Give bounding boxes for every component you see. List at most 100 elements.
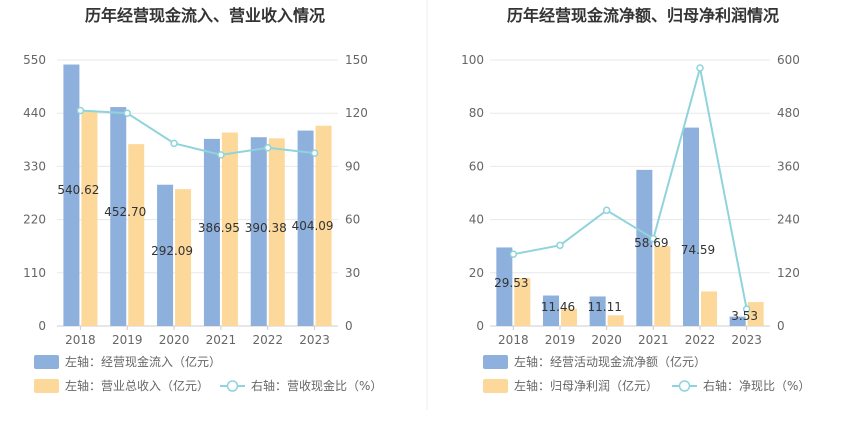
chart2-right-tick-label: 120 [777,266,800,280]
chart1-data-label: 452.70 [104,205,146,219]
chart1-ratio-point [76,106,85,115]
chart1-title: 历年经营现金流入、营业收入情况 [85,6,325,25]
chart2-right-tick-label: 480 [777,106,800,120]
chart2-x-tick-label: 2018 [498,333,529,347]
chart2-bar-secondary [654,246,671,326]
chart1-bar-primary [297,130,314,326]
chart1-right-tick-label: 90 [345,159,360,173]
chart2-data-label: 29.53 [494,276,528,290]
chart2-ratio-point [696,64,704,72]
chart2-x-tick-label: 2020 [591,333,622,347]
chart1-ratio-point [217,151,225,159]
chart2-ratio-point [742,305,751,313]
chart2-legend-swatch [483,355,508,369]
chart2-x-tick-label: 2022 [685,333,716,347]
chart2-left-tick-label: 0 [476,319,484,333]
chart2-left-tick-label: 100 [461,53,484,67]
chart2-left-tick-label: 40 [469,213,484,227]
chart1-bar-secondary [128,144,145,326]
chart2-ratio-point [649,234,658,243]
chart2-left-tick-label: 80 [469,106,484,120]
chart2-data-label: 74.59 [681,243,715,257]
chart1-left-tick-label: 0 [38,319,46,333]
chart1-ratio-point [310,149,319,157]
chart1-ratio-point [264,144,272,152]
chart2-data-label: 58.69 [634,236,668,250]
chart2-title: 历年经营现金流净额、归母净利润情况 [507,6,779,25]
chart2-ratio-line [513,67,748,310]
chart2-bar-primary [589,296,606,326]
chart2-right-tick-label: 360 [777,159,800,173]
chart1-left-tick-label: 550 [23,53,46,67]
chart1-bar-primary [203,138,220,326]
chart2-bar-secondary [701,291,717,326]
chart1-x-tick-label: 2018 [65,333,96,347]
chart1-bar-secondary [81,110,98,326]
chart1-legend-label: 左轴：营业总收入（亿元） [65,378,209,393]
chart2-legend-swatch [483,379,508,393]
chart2-x-tick-label: 2019 [545,333,576,347]
chart2-ratio-point [556,241,564,250]
chart1-left-tick-label: 110 [23,266,46,280]
chart2-legend-marker [678,380,691,392]
chart1-bar-secondary [221,132,238,326]
chart1-right-tick-label: 60 [345,213,360,227]
chart1-legend-marker [226,380,239,392]
chart2-bar-primary [683,127,699,326]
chart1-right-tick-label: 150 [345,53,368,67]
chart1-x-tick-label: 2020 [159,333,190,347]
chart1-data-label: 386.95 [198,221,240,235]
chart1-bar-primary [110,107,127,326]
chart2-ratio-point [602,206,611,215]
chart1-x-tick-label: 2023 [299,333,330,347]
chart1-ratio-point [170,139,178,148]
chart1-ratio-point [123,109,131,117]
chart2-right-tick-label: 600 [777,53,800,67]
chart2-left-tick-label: 60 [469,159,484,173]
chart1-ratio-line [80,109,315,156]
chart2-data-label: 11.46 [541,300,575,314]
chart1-left-tick-label: 220 [23,213,46,227]
chart1-data-label: 540.62 [57,183,99,197]
chart2-bar-primary [543,295,559,326]
chart2-bar-primary [729,316,746,326]
chart2-legend-label: 左轴：经营活动现金流净额（亿元） [514,354,706,369]
chart1-x-tick-label: 2021 [206,333,237,347]
chart1-legend-label: 右轴：营收现金比（%） [251,378,382,393]
chart2-legend-label: 左轴：归母净利润（亿元） [514,378,658,393]
chart1-x-tick-label: 2022 [252,333,283,347]
chart1-right-tick-label: 0 [345,319,353,333]
chart2-x-tick-label: 2021 [638,333,669,347]
chart2-right-tick-label: 0 [777,319,785,333]
chart2-bar-secondary [561,308,577,326]
chart2-bar-primary [496,247,513,326]
chart2-bar-primary [636,169,653,326]
chart2-bar-secondary [747,302,764,326]
chart1-bar-secondary [268,138,285,326]
chart2-x-tick-label: 2023 [731,333,762,347]
chart1-data-label: 390.38 [245,221,287,235]
chart1-right-tick-label: 30 [345,266,360,280]
chart2-ratio-point [509,250,518,258]
chart1-bar-primary [157,184,174,326]
chart2-bar-secondary [607,315,624,326]
chart2-left-tick-label: 20 [469,266,484,280]
chart2-data-label: 3.53 [731,309,758,323]
chart2-right-tick-label: 240 [777,213,800,227]
chart2-data-label: 11.11 [587,300,621,314]
chart1-legend-swatch [34,355,59,369]
chart1-bar-primary [250,137,267,326]
chart1-right-tick-label: 120 [345,106,368,120]
chart1-bar-primary [63,64,80,327]
chart1-left-tick-label: 330 [23,159,46,173]
chart1-legend-label: 左轴：经营现金流入（亿元） [65,354,221,369]
chart1-data-label: 404.09 [292,219,334,233]
chart1-legend-swatch [34,379,59,393]
chart1-bar-secondary [315,125,332,327]
chart1-data-label: 292.09 [151,244,193,258]
chart1-left-tick-label: 440 [23,106,46,120]
chart1-bar-secondary [175,189,192,326]
chart2-bar-secondary [514,278,531,326]
chart2-legend-label: 右轴：净现比（%） [703,378,810,393]
